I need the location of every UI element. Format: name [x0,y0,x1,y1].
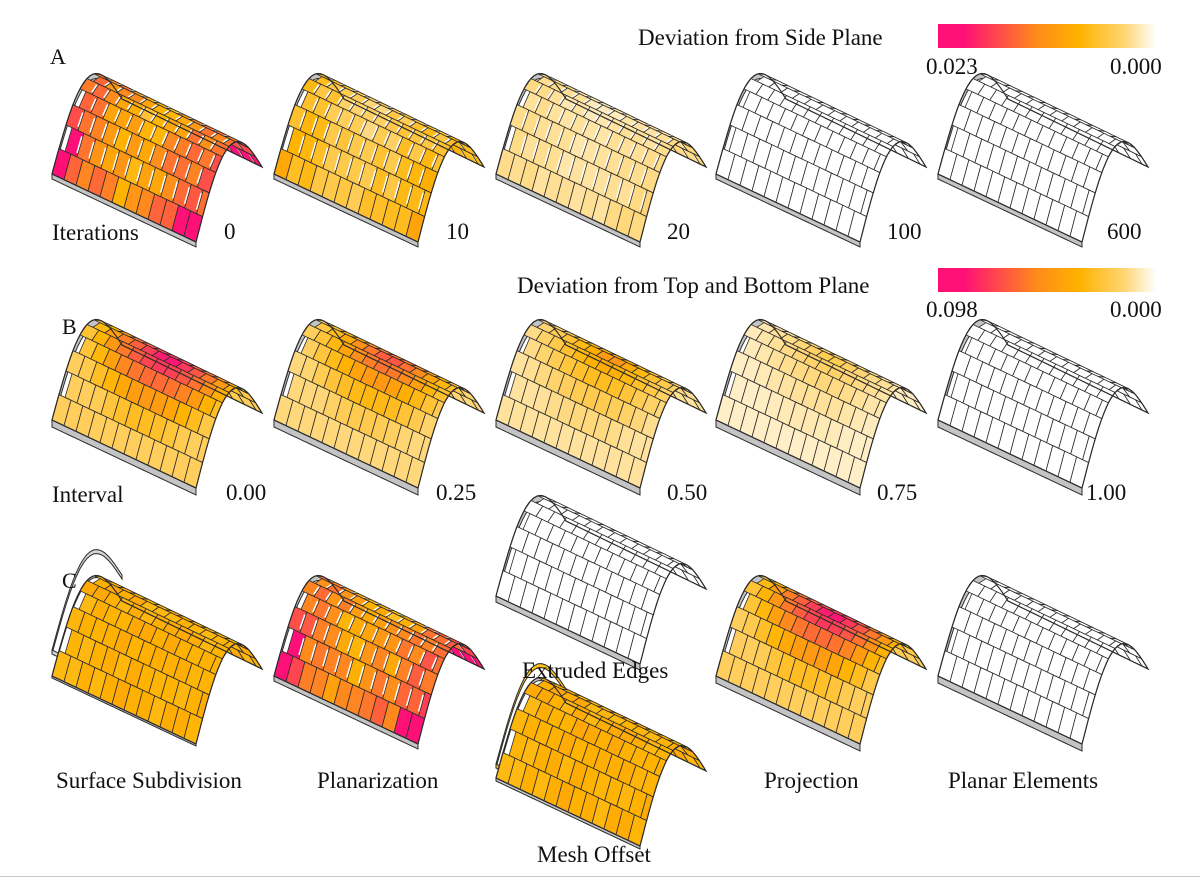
panel-b-value-1: 0.00 [226,480,267,505]
step-planarization: Planarization [317,768,439,793]
panel-b-row-label: Interval [52,482,124,507]
panel-a-legend-min: 0.000 [1110,54,1162,79]
panel-b-color-scale [938,268,1156,292]
panel-b-value-3: 0.50 [667,480,708,505]
shell-b-5 [937,318,1150,496]
panel-a-legend-title: Deviation from Side Plane [638,25,883,50]
shell-b-4 [715,318,928,496]
bottom-divider [0,876,1200,877]
step-mesh-offset: Mesh Offset [537,842,651,867]
panel-a-value-5: 600 [1107,219,1142,244]
panel-a-legend-max: 0.023 [926,54,978,79]
shell-c-planarization [273,574,486,750]
step-projection: Projection [764,768,859,793]
panel-a-color-scale [938,24,1156,48]
panel-a-row-label: Iterations [52,220,139,245]
shell-b-3 [495,318,708,496]
panel-a-value-1: 0 [224,219,236,244]
panel-b-legend-max: 0.098 [926,297,978,322]
shell-c-surface-subdivision [51,549,264,747]
panel-b-legend-min: 0.000 [1110,297,1162,322]
shell-c-mesh-offset [495,663,708,850]
panel-a-value-4: 100 [887,219,922,244]
shell-c-projection [715,574,928,752]
shell-c-extruded-edges [495,494,708,671]
shell-a-2 [273,72,486,248]
step-surface-subdivision: Surface Subdivision [56,768,242,793]
shell-b-2 [273,318,486,496]
shell-a-1 [51,72,264,248]
shell-c-planar-elements [937,574,1150,752]
shell-a-4 [715,72,928,248]
panel-c-letter: C [62,568,77,593]
panel-b-value-4: 0.75 [877,480,918,505]
panel-a-letter: A [50,44,66,69]
shell-a-3 [495,72,708,248]
shell-a-5 [937,72,1150,248]
panel-b-value-2: 0.25 [436,480,477,505]
panel-a-value-2: 10 [446,219,469,244]
step-planar-elements: Planar Elements [948,768,1099,793]
step-extruded-edges: Extruded Edges [522,658,669,683]
panel-a-value-3: 20 [667,219,690,244]
panel-b-legend-title: Deviation from Top and Bottom Plane [517,273,870,298]
shell-b-1 [51,318,264,496]
panel-b-letter: B [62,314,77,339]
panel-b-value-5: 1.00 [1086,480,1127,505]
